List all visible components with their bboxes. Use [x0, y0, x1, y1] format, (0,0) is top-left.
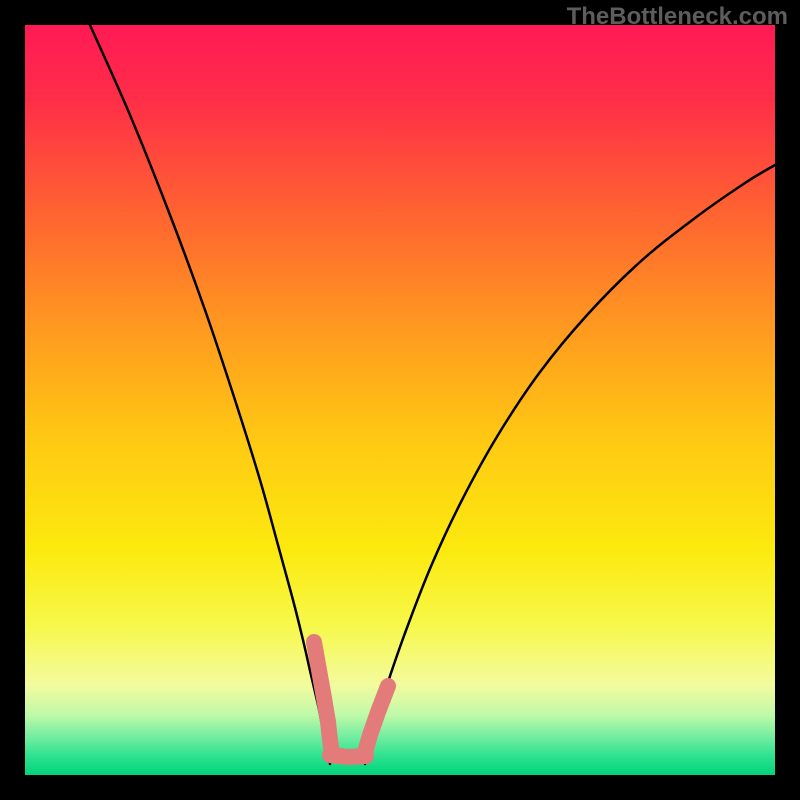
watermark-text: TheBottleneck.com	[567, 3, 788, 31]
chart-svg	[0, 0, 800, 800]
plot-background	[25, 25, 775, 775]
